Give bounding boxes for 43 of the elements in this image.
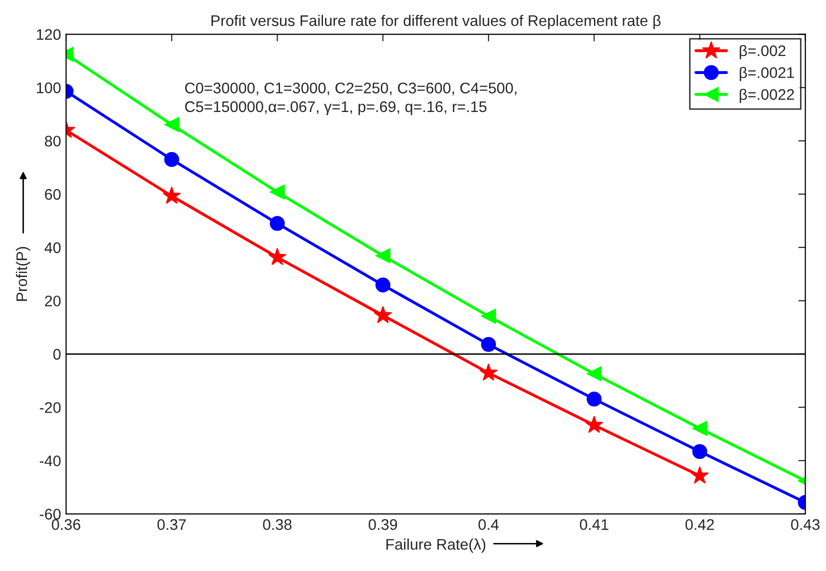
x-tick-label: 0.43: [791, 519, 820, 530]
x-axis-title: Failure Rate(λ): [386, 538, 486, 553]
y-tick-label: -40: [40, 455, 61, 466]
x-tick-label: 0.38: [263, 519, 292, 530]
y-tick-label: 100: [36, 82, 61, 94]
point: [692, 420, 708, 436]
point: [268, 248, 286, 266]
y-tick-label: 60: [45, 189, 61, 200]
point: [586, 392, 602, 407]
y-tick-label: 120: [36, 29, 61, 40]
point: [690, 466, 709, 484]
legend-label: β=.002: [740, 44, 786, 60]
x-tick-label: 0.37: [157, 519, 186, 530]
point: [692, 444, 708, 460]
point: [375, 278, 390, 292]
point: [585, 416, 604, 433]
point: [162, 186, 181, 204]
point: [374, 306, 392, 324]
x-tick-label: 0.4: [478, 519, 499, 530]
y-tick-label: 0: [53, 348, 61, 360]
chart-title: Profit versus Failure rate for different values of Replacement rate β: [212, 14, 661, 30]
point: [481, 336, 496, 352]
point: [164, 117, 180, 132]
y-tick-label: 80: [44, 136, 61, 147]
y-tick-label: -60: [40, 508, 61, 520]
y-tick-label: 20: [44, 296, 61, 306]
point: [479, 363, 498, 381]
y-axis-title: Profit(P): [16, 247, 30, 301]
annotation: C0=30000, C1=3000, C2=250, C3=600, C4=500, C5=150000,α=.067, γ=1, p=.69, q=.16, r=.15: [185, 82, 516, 116]
legend-label: β=.0022: [740, 88, 794, 103]
x-tick-label: 0.41: [580, 519, 608, 530]
point: [270, 184, 285, 200]
x-tick-label: 0.42: [685, 519, 714, 530]
point: [481, 308, 496, 324]
x-tick-label: 0.39: [368, 519, 398, 530]
point: [586, 366, 602, 382]
x-tick-label: 0.36: [52, 519, 80, 530]
point: [375, 248, 390, 264]
legend-label: β=.0021: [740, 66, 794, 82]
y-tick-label: 40: [44, 242, 61, 254]
point: [164, 152, 180, 167]
y-tick-label: -20: [40, 402, 61, 413]
point: [270, 216, 285, 231]
